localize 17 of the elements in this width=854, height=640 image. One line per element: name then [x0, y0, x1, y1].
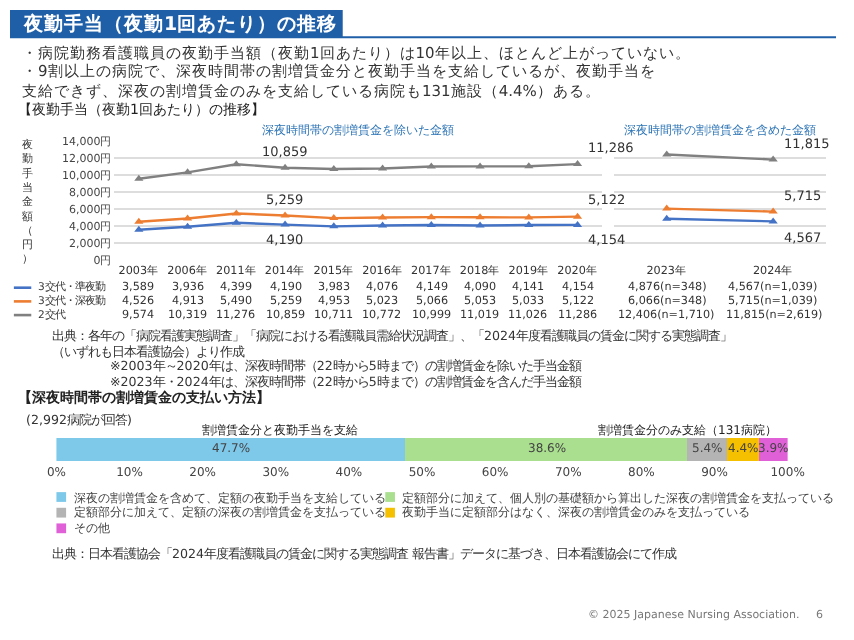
chart-title: 夜勤手当（夜勤1回あたり）の推移	[22, 12, 338, 36]
point	[329, 165, 339, 172]
point	[524, 221, 534, 228]
point	[231, 160, 241, 167]
point	[134, 225, 144, 232]
point	[231, 209, 241, 216]
bar	[405, 437, 688, 461]
point	[426, 213, 436, 220]
point	[134, 174, 144, 181]
point	[426, 162, 436, 169]
point	[329, 214, 339, 221]
point	[280, 220, 290, 227]
point	[231, 218, 241, 225]
point	[134, 217, 144, 224]
bar	[56, 437, 406, 461]
point	[280, 163, 290, 170]
point	[426, 220, 436, 227]
